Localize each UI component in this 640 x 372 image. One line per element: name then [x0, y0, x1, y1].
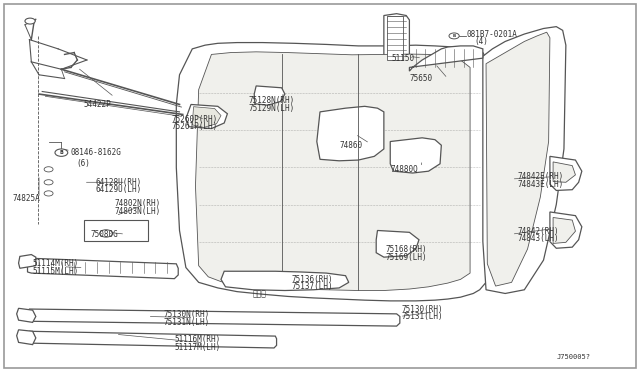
Circle shape	[100, 230, 113, 237]
Polygon shape	[390, 138, 442, 173]
Polygon shape	[384, 14, 410, 78]
Text: 75129N(LH): 75129N(LH)	[248, 104, 295, 113]
Circle shape	[44, 167, 53, 172]
Circle shape	[44, 191, 53, 196]
Polygon shape	[483, 27, 566, 294]
Text: 75137(LH): 75137(LH)	[292, 282, 333, 291]
Text: 74843(LH): 74843(LH)	[518, 234, 559, 243]
Polygon shape	[195, 52, 470, 291]
Text: 64129U(LH): 64129U(LH)	[95, 185, 141, 194]
Text: 75261P(LH): 75261P(LH)	[172, 122, 218, 131]
Polygon shape	[387, 16, 403, 60]
Text: 74842E(RH): 74842E(RH)	[518, 172, 564, 181]
Polygon shape	[186, 105, 227, 129]
Text: 51115M(LH): 51115M(LH)	[33, 267, 79, 276]
Circle shape	[25, 18, 35, 24]
Text: 75128N(RH): 75128N(RH)	[248, 96, 295, 105]
Polygon shape	[553, 162, 575, 182]
Polygon shape	[176, 42, 486, 301]
Polygon shape	[17, 308, 36, 323]
Text: 74842(RH): 74842(RH)	[518, 227, 559, 236]
Text: 未購売: 未購売	[253, 290, 267, 299]
Polygon shape	[254, 86, 285, 105]
Polygon shape	[410, 46, 483, 71]
Text: 75130N(RH): 75130N(RH)	[164, 311, 210, 320]
Text: 75131N(LH): 75131N(LH)	[164, 318, 210, 327]
Text: 51114M(RH): 51114M(RH)	[33, 259, 79, 268]
Text: 74802N(RH): 74802N(RH)	[115, 199, 161, 208]
Text: 54422P: 54422P	[84, 100, 111, 109]
Text: B: B	[60, 150, 63, 155]
Text: 75650: 75650	[410, 74, 433, 83]
Polygon shape	[317, 106, 384, 161]
Text: 74803N(LH): 74803N(LH)	[115, 207, 161, 216]
Text: 75131(LH): 75131(LH)	[401, 312, 443, 321]
Text: 51116M(RH): 51116M(RH)	[174, 335, 221, 344]
Text: 75130(RH): 75130(RH)	[401, 305, 443, 314]
Text: 75260P(RH): 75260P(RH)	[172, 115, 218, 124]
Circle shape	[44, 180, 53, 185]
Text: 64128U(RH): 64128U(RH)	[95, 178, 141, 187]
Polygon shape	[553, 218, 575, 243]
Text: 75136(RH): 75136(RH)	[292, 275, 333, 284]
Circle shape	[449, 33, 460, 39]
FancyBboxPatch shape	[84, 221, 148, 241]
Text: 74843E(LH): 74843E(LH)	[518, 180, 564, 189]
Text: 74860: 74860	[339, 141, 362, 150]
Polygon shape	[221, 271, 349, 291]
Text: 75080G: 75080G	[90, 230, 118, 240]
Text: 08146-8162G: 08146-8162G	[71, 148, 122, 157]
Polygon shape	[19, 254, 36, 268]
Polygon shape	[26, 331, 276, 348]
Polygon shape	[28, 258, 178, 279]
Text: 75169(LH): 75169(LH)	[386, 253, 428, 262]
Polygon shape	[376, 231, 419, 257]
Text: (4): (4)	[474, 37, 488, 46]
Polygon shape	[192, 107, 221, 128]
Text: 74825A: 74825A	[12, 194, 40, 203]
Polygon shape	[486, 32, 550, 286]
Polygon shape	[550, 156, 582, 190]
Text: (6): (6)	[76, 159, 90, 168]
Text: 081B7-0201A: 081B7-0201A	[467, 29, 518, 39]
Text: 51150: 51150	[392, 54, 415, 62]
Polygon shape	[17, 330, 36, 344]
Text: 74880Q: 74880Q	[390, 165, 418, 174]
Text: B: B	[452, 34, 456, 38]
Polygon shape	[85, 223, 147, 240]
Text: 75168(RH): 75168(RH)	[386, 245, 428, 254]
Text: J750005?: J750005?	[556, 354, 590, 360]
Polygon shape	[550, 212, 582, 248]
Text: 51117M(LH): 51117M(LH)	[174, 343, 221, 352]
Circle shape	[55, 149, 68, 156]
Polygon shape	[26, 309, 400, 326]
